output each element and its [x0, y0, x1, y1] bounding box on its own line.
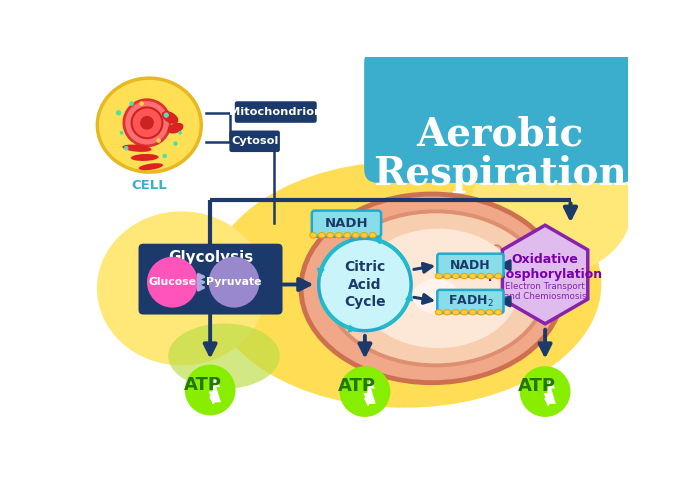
Ellipse shape — [464, 281, 482, 319]
Ellipse shape — [131, 154, 158, 161]
Text: Citric
Acid
Cycle: Citric Acid Cycle — [344, 260, 386, 309]
Ellipse shape — [442, 253, 461, 296]
Text: ATP: ATP — [338, 377, 376, 395]
Circle shape — [519, 366, 570, 417]
Polygon shape — [543, 378, 556, 404]
Polygon shape — [363, 378, 376, 404]
Text: NADH: NADH — [325, 217, 368, 230]
Ellipse shape — [162, 111, 178, 123]
Text: Pyruvate: Pyruvate — [206, 277, 262, 287]
Circle shape — [116, 110, 121, 116]
Ellipse shape — [168, 123, 183, 133]
Ellipse shape — [477, 273, 484, 279]
FancyBboxPatch shape — [234, 101, 316, 123]
Circle shape — [120, 131, 123, 135]
Text: ATP: ATP — [519, 377, 557, 395]
Ellipse shape — [469, 273, 476, 279]
Ellipse shape — [369, 253, 387, 296]
Ellipse shape — [495, 310, 502, 315]
Ellipse shape — [470, 140, 632, 275]
Circle shape — [124, 100, 170, 146]
Circle shape — [178, 131, 182, 135]
Ellipse shape — [412, 279, 459, 314]
Ellipse shape — [386, 337, 463, 387]
Ellipse shape — [435, 310, 442, 315]
Ellipse shape — [486, 310, 493, 315]
Text: Cytosol: Cytosol — [231, 136, 279, 146]
Ellipse shape — [335, 232, 342, 238]
Ellipse shape — [423, 231, 441, 272]
Circle shape — [132, 108, 162, 138]
Text: Aerobic
Respiration: Aerobic Respiration — [373, 115, 626, 193]
Ellipse shape — [301, 194, 563, 383]
Circle shape — [164, 112, 169, 118]
FancyBboxPatch shape — [312, 211, 381, 237]
Text: Oxidative
phosphorylation: Oxidative phosphorylation — [488, 252, 602, 281]
Circle shape — [139, 101, 144, 106]
Ellipse shape — [168, 324, 280, 389]
Polygon shape — [503, 225, 588, 324]
Ellipse shape — [452, 310, 459, 315]
Circle shape — [340, 366, 391, 417]
Text: Electron Transport
and Chemiosmosis: Electron Transport and Chemiosmosis — [504, 282, 587, 301]
Text: ATP: ATP — [183, 376, 221, 393]
Ellipse shape — [461, 310, 468, 315]
Ellipse shape — [327, 232, 334, 238]
Circle shape — [147, 257, 198, 308]
Text: Glucose: Glucose — [148, 277, 197, 287]
Ellipse shape — [503, 271, 519, 306]
Ellipse shape — [344, 232, 351, 238]
Ellipse shape — [139, 163, 163, 170]
Circle shape — [318, 239, 411, 331]
Ellipse shape — [469, 310, 476, 315]
FancyBboxPatch shape — [438, 254, 503, 277]
Ellipse shape — [97, 78, 202, 172]
Circle shape — [185, 365, 235, 415]
Ellipse shape — [452, 273, 459, 279]
Ellipse shape — [357, 228, 519, 348]
Ellipse shape — [318, 232, 326, 238]
FancyBboxPatch shape — [139, 244, 283, 315]
Text: NADH: NADH — [450, 259, 491, 272]
Ellipse shape — [310, 232, 317, 238]
FancyBboxPatch shape — [364, 49, 634, 183]
Ellipse shape — [461, 273, 468, 279]
Circle shape — [156, 138, 161, 143]
Ellipse shape — [348, 234, 367, 274]
Text: FADH$_2$: FADH$_2$ — [447, 294, 494, 309]
Ellipse shape — [477, 310, 484, 315]
Ellipse shape — [495, 273, 502, 279]
Circle shape — [130, 101, 134, 106]
Circle shape — [124, 146, 129, 151]
Polygon shape — [209, 376, 221, 402]
Ellipse shape — [444, 273, 451, 279]
Ellipse shape — [435, 273, 442, 279]
Ellipse shape — [369, 232, 376, 238]
FancyBboxPatch shape — [438, 290, 503, 313]
Text: CELL: CELL — [132, 179, 167, 192]
Circle shape — [209, 257, 260, 308]
Ellipse shape — [486, 273, 493, 279]
Ellipse shape — [326, 211, 545, 365]
Text: Mitochondrion: Mitochondrion — [229, 107, 323, 117]
Text: Glycolysis: Glycolysis — [168, 250, 253, 265]
Ellipse shape — [352, 232, 359, 238]
Circle shape — [140, 116, 154, 130]
Ellipse shape — [389, 282, 408, 322]
Ellipse shape — [489, 245, 506, 282]
Circle shape — [162, 153, 167, 158]
Ellipse shape — [360, 232, 368, 238]
Ellipse shape — [209, 161, 601, 408]
Ellipse shape — [444, 310, 451, 315]
FancyBboxPatch shape — [230, 130, 280, 152]
Ellipse shape — [97, 211, 266, 365]
Circle shape — [173, 141, 178, 146]
Ellipse shape — [122, 144, 152, 152]
